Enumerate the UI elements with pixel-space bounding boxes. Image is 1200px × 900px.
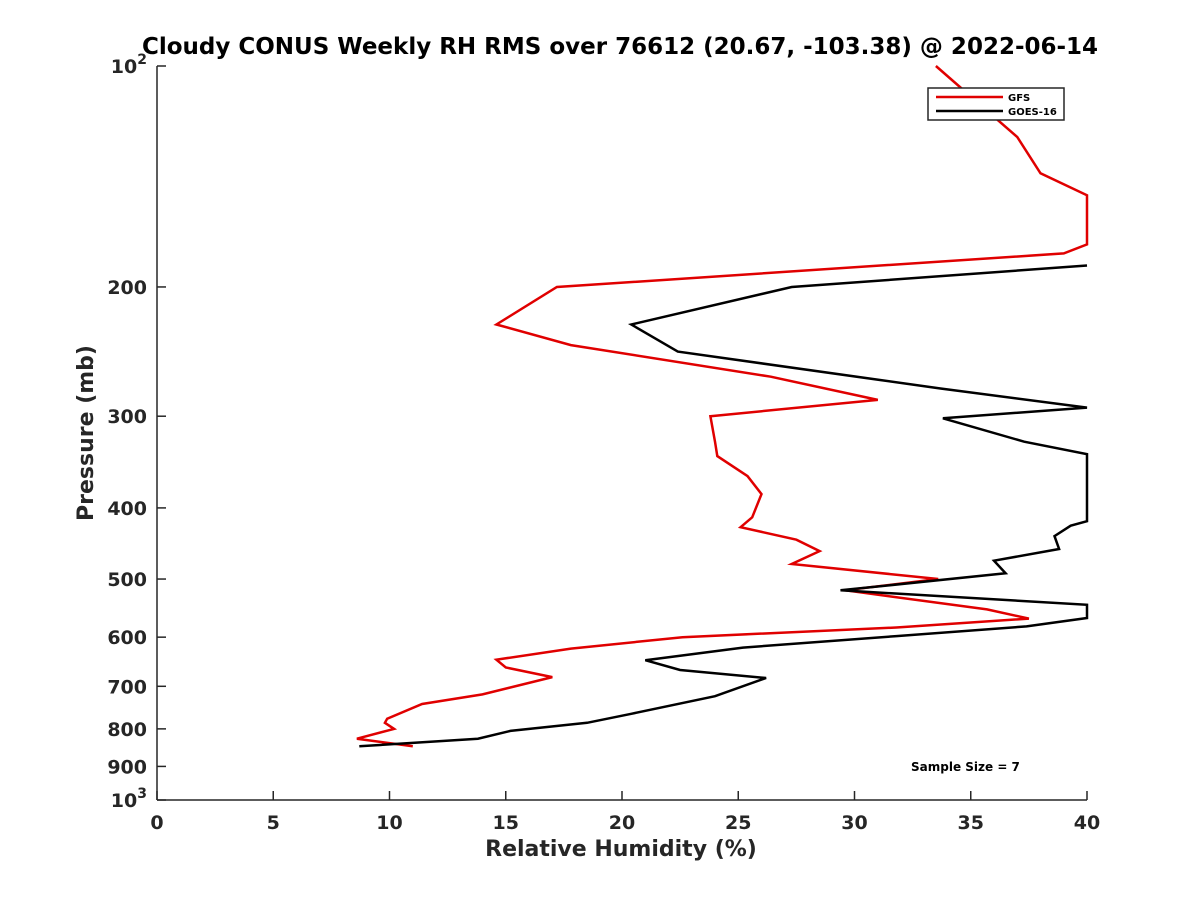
y-tick-label: 103: [111, 786, 147, 812]
series-line-gfs: [356, 65, 1089, 748]
x-axis-ticks: 0 5 10 15 20 25 30 35 40: [150, 791, 1100, 834]
series-layer: [356, 65, 1089, 748]
plot-area: [156, 65, 1089, 801]
x-tick-label: 30: [841, 812, 867, 834]
y-tick-label: 102: [111, 52, 147, 78]
sample-size-annotation: Sample Size = 7: [911, 760, 1020, 774]
legend-box: [927, 87, 1065, 121]
x-tick-label: 40: [1074, 812, 1100, 834]
y-tick-label: 700: [107, 676, 147, 698]
legend-label-goes16: GOES-16: [1008, 107, 1057, 118]
y-tick-label: 900: [107, 756, 147, 778]
x-tick-label: 10: [376, 812, 402, 834]
y-axis-label: Pressure (mb): [74, 345, 99, 521]
x-tick-label: 35: [958, 812, 984, 834]
x-tick-label: 15: [493, 812, 519, 834]
series-line-goes16: [359, 264, 1089, 748]
x-tick-label: 0: [150, 812, 163, 834]
y-tick-label: 200: [107, 277, 147, 299]
legend-label-gfs: GFS: [1008, 93, 1030, 104]
y-tick-label: 300: [107, 406, 147, 428]
chart-title: Cloudy CONUS Weekly RH RMS over 76612 (2…: [142, 34, 1098, 60]
legend: GFS GOES-16: [927, 87, 1065, 121]
y-tick-label: 500: [107, 569, 147, 591]
x-tick-label: 25: [725, 812, 751, 834]
y-axis-ticks: 102 200 300 400 500 600 700 800 900 103: [107, 52, 166, 812]
x-tick-label: 20: [609, 812, 635, 834]
y-tick-label: 600: [107, 627, 147, 649]
y-tick-label: 400: [107, 498, 147, 520]
y-tick-label: 800: [107, 719, 147, 741]
x-tick-label: 5: [267, 812, 280, 834]
x-axis-label: Relative Humidity (%): [485, 837, 757, 862]
